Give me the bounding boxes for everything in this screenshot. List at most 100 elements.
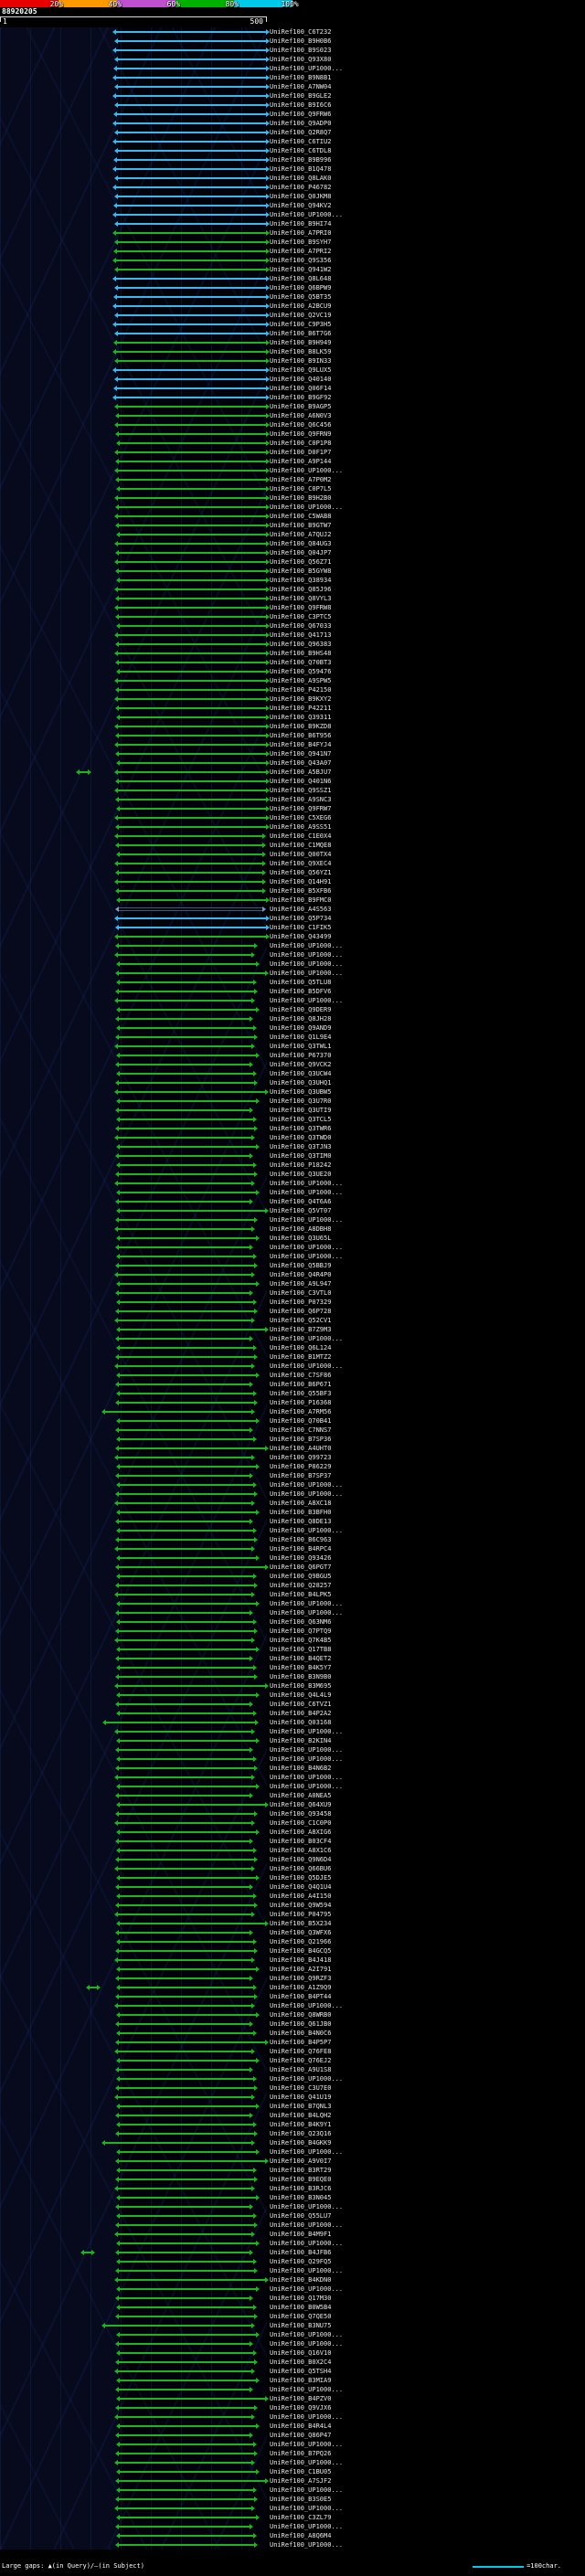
- hit-bar[interactable]: [114, 1199, 253, 1204]
- hit-label[interactable]: UniRef100_D0F1P7: [270, 449, 332, 456]
- hit-bar[interactable]: [114, 705, 271, 711]
- hit-label[interactable]: UniRef100_B9KZD8: [270, 723, 332, 730]
- hit-label[interactable]: UniRef100_B3N9B0: [270, 1673, 332, 1680]
- hit-row[interactable]: UniRef100_UP1000...: [0, 1188, 585, 1197]
- hit-bar[interactable]: [116, 1555, 261, 1561]
- hit-row[interactable]: UniRef100_B9EQE0: [0, 2175, 585, 2184]
- hit-bar[interactable]: [115, 1939, 257, 1945]
- hit-label[interactable]: UniRef100_B4PZV0: [270, 2395, 332, 2402]
- hit-label[interactable]: UniRef100_Q3TIM0: [270, 1152, 332, 1160]
- hit-bar[interactable]: [114, 1683, 269, 1689]
- hit-bar[interactable]: [114, 1181, 256, 1186]
- hit-bar[interactable]: [114, 1638, 256, 1643]
- hit-bar[interactable]: [114, 1976, 253, 1981]
- hit-row[interactable]: UniRef100_P18242: [0, 1161, 585, 1170]
- hit-label[interactable]: UniRef100_B4P2A2: [270, 1710, 332, 1717]
- hit-label[interactable]: UniRef100_Q38934: [270, 577, 332, 584]
- hit-label[interactable]: UniRef100_B2KIN4: [270, 1737, 332, 1744]
- hit-row[interactable]: UniRef100_Q3UE20: [0, 1170, 585, 1179]
- hit-label[interactable]: UniRef100_Q4R4P0: [270, 1271, 332, 1278]
- hit-row[interactable]: UniRef100_B4PZV0: [0, 2394, 585, 2403]
- hit-bar[interactable]: [115, 1162, 257, 1168]
- hit-label[interactable]: UniRef100_UP1000...: [270, 1609, 344, 1617]
- hit-bar[interactable]: [115, 1711, 257, 1716]
- hit-row[interactable]: UniRef100_Q9SSZ1: [0, 786, 585, 795]
- hit-label[interactable]: UniRef100_UP1000...: [270, 2285, 344, 2293]
- hit-label[interactable]: UniRef100_Q9AND9: [270, 1024, 332, 1032]
- hit-label[interactable]: UniRef100_B9N8B1: [270, 74, 332, 81]
- hit-label[interactable]: UniRef100_Q99723: [270, 1454, 332, 1461]
- hit-row[interactable]: UniRef100_UP1000...: [0, 2412, 585, 2422]
- hit-row[interactable]: UniRef100_Q3TWD0: [0, 1133, 585, 1142]
- hit-bar[interactable]: [115, 2076, 257, 2082]
- hit-row[interactable]: UniRef100_B4KDN0: [0, 2275, 585, 2284]
- hit-label[interactable]: UniRef100_B9EQE0: [270, 2176, 332, 2183]
- hit-label[interactable]: UniRef100_C5WAB8: [270, 513, 332, 520]
- hit-bar[interactable]: [114, 1226, 256, 1232]
- hit-row[interactable]: UniRef100_Q3TCL5: [0, 1115, 585, 1124]
- hit-row[interactable]: UniRef100_Q28257: [0, 1581, 585, 1590]
- hit-row[interactable]: UniRef100_C0P1P8: [0, 439, 585, 448]
- hit-bar[interactable]: [115, 989, 259, 994]
- hit-bar[interactable]: [112, 249, 270, 254]
- hit-label[interactable]: UniRef100_B4KDN0: [270, 2276, 332, 2284]
- hit-bar[interactable]: [114, 1290, 253, 1296]
- hit-label[interactable]: UniRef100_B9H949: [270, 339, 332, 346]
- hit-row[interactable]: UniRef100_Q4R4P0: [0, 1270, 585, 1279]
- hit-label[interactable]: UniRef100_Q16V10: [270, 2349, 332, 2357]
- hit-label[interactable]: UniRef100_Q70BT3: [270, 659, 332, 666]
- hit-label[interactable]: UniRef100_C7NNS7: [270, 1426, 332, 1434]
- hit-row[interactable]: UniRef100_Q9DER9: [0, 1005, 585, 1014]
- hit-label[interactable]: UniRef100_Q66BU6: [270, 1865, 332, 1872]
- hit-label[interactable]: UniRef100_B4JFB6: [270, 2249, 332, 2256]
- hit-row[interactable]: UniRef100_Q23Q16: [0, 2129, 585, 2138]
- hit-bar[interactable]: [114, 2231, 256, 2237]
- hit-label[interactable]: UniRef100_Q40140: [270, 376, 332, 383]
- hit-label[interactable]: UniRef100_Q06F14: [270, 385, 332, 392]
- hit-label[interactable]: UniRef100_Q28257: [270, 1582, 332, 1589]
- hit-bar[interactable]: [116, 1098, 261, 1104]
- hit-label[interactable]: UniRef100_B9H2B0: [270, 494, 332, 502]
- hit-row[interactable]: UniRef100_B4LPK5: [0, 1590, 585, 1599]
- hit-row[interactable]: UniRef100_B4RPC4: [0, 1544, 585, 1553]
- hit-row[interactable]: UniRef100_B4P5P7: [0, 2038, 585, 2047]
- hit-label[interactable]: UniRef100_Q9XEC4: [270, 860, 332, 867]
- hit-bar[interactable]: [115, 2350, 257, 2356]
- hit-row[interactable]: UniRef100_B4QET2: [0, 1654, 585, 1663]
- hit-label[interactable]: UniRef100_Q4T6A6: [270, 1198, 332, 1205]
- hit-label[interactable]: UniRef100_B03CF4: [270, 1838, 332, 1845]
- hit-row[interactable]: UniRef100_Q7PTQ9: [0, 1627, 585, 1636]
- hit-row[interactable]: UniRef100_C6TDL8: [0, 146, 585, 155]
- hit-bar[interactable]: [113, 879, 267, 885]
- hit-row[interactable]: UniRef100_UP1000...: [0, 2522, 585, 2531]
- hit-row[interactable]: UniRef100_Q8JH28: [0, 1014, 585, 1023]
- hit-row[interactable]: UniRef100_A8DBH8: [0, 1224, 585, 1234]
- hit-row[interactable]: UniRef100_Q21966: [0, 1937, 585, 1946]
- hit-bar[interactable]: [114, 1318, 256, 1323]
- hit-label[interactable]: UniRef100_B3BFH0: [270, 1509, 332, 1516]
- hit-row[interactable]: UniRef100_UP1000...: [0, 2147, 585, 2157]
- hit-label[interactable]: UniRef100_Q39311: [270, 714, 332, 721]
- hit-label[interactable]: UniRef100_Q96383: [270, 641, 332, 648]
- hit-row[interactable]: UniRef100_A8XIG6: [0, 1828, 585, 1837]
- hit-bar[interactable]: [115, 1857, 259, 1862]
- hit-bar[interactable]: [116, 1966, 261, 1972]
- hit-bar[interactable]: [115, 2442, 257, 2447]
- hit-bar[interactable]: [115, 1985, 257, 1990]
- hit-bar[interactable]: [113, 422, 271, 428]
- hit-label[interactable]: UniRef100_C1C0P0: [270, 1819, 332, 1827]
- hit-row[interactable]: UniRef100_B3NU75: [0, 2321, 585, 2330]
- hit-label[interactable]: UniRef100_Q9SSZ1: [270, 787, 332, 794]
- hit-row[interactable]: UniRef100_Q9VJX6: [0, 2403, 585, 2412]
- hit-label[interactable]: UniRef100_A7RM56: [270, 1408, 332, 1415]
- hit-bar[interactable]: [112, 66, 270, 71]
- hit-row[interactable]: UniRef100_B9SYH7: [0, 238, 585, 247]
- hit-bar[interactable]: [114, 970, 269, 976]
- hit-row[interactable]: UniRef100_Q2VC19: [0, 311, 585, 320]
- hit-bar[interactable]: [114, 916, 271, 921]
- hit-label[interactable]: UniRef100_Q64XU9: [270, 1801, 332, 1808]
- hit-bar[interactable]: [116, 1738, 261, 1744]
- hit-bar[interactable]: [114, 1729, 256, 1734]
- hit-row[interactable]: UniRef100_UP1000...: [0, 503, 585, 512]
- hit-bar[interactable]: [116, 2469, 261, 2475]
